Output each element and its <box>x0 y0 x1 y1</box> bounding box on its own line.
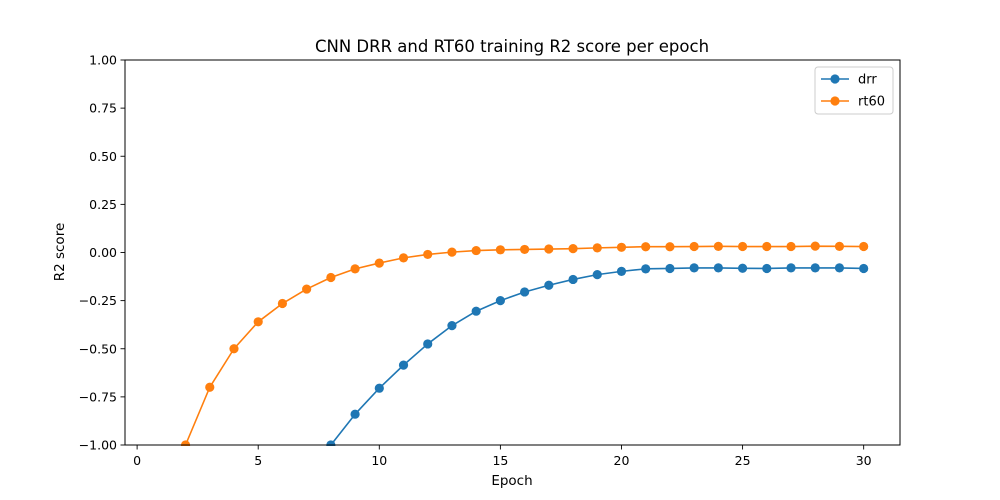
data-point-drr <box>665 263 675 274</box>
data-point-drr <box>544 280 554 290</box>
y-tick-label: 0.50 <box>89 149 117 164</box>
data-point-rt60 <box>834 241 845 251</box>
data-point-drr <box>495 296 505 306</box>
data-point-rt60 <box>398 253 409 263</box>
data-point-rt60 <box>277 298 288 309</box>
data-point-rt60 <box>447 247 457 257</box>
data-point-drr <box>616 266 627 276</box>
y-tick-label: 0.25 <box>89 197 117 212</box>
y-tick-label: −0.50 <box>79 341 117 356</box>
data-point-drr <box>374 383 384 393</box>
y-tick-label: −0.25 <box>79 293 117 308</box>
data-point-drr <box>398 360 409 370</box>
data-point-rt60 <box>568 244 578 254</box>
data-point-drr <box>834 263 845 273</box>
data-point-rt60 <box>253 317 263 327</box>
data-point-drr <box>810 263 820 273</box>
data-point-rt60 <box>374 258 384 268</box>
legend-marker-rt60 <box>830 96 840 106</box>
data-point-drr <box>423 339 433 349</box>
y-tick-label: 1.00 <box>89 53 117 68</box>
y-tick-label: 0.75 <box>89 101 117 116</box>
series-line-rt60 <box>184 245 864 446</box>
data-point-drr <box>859 263 869 274</box>
data-point-rt60 <box>810 241 820 251</box>
data-point-drr <box>641 264 651 274</box>
data-point-rt60 <box>205 382 215 392</box>
data-point-drr <box>447 321 457 331</box>
series-layer <box>180 241 869 446</box>
data-point-drr <box>471 306 481 316</box>
x-tick-label: 0 <box>133 453 141 468</box>
data-point-rt60 <box>544 244 554 254</box>
data-point-drr <box>520 287 530 297</box>
series-drr <box>326 263 869 446</box>
data-point-rt60 <box>350 264 360 274</box>
data-point-rt60 <box>713 241 723 251</box>
data-point-rt60 <box>689 241 699 252</box>
data-point-drr <box>592 270 602 280</box>
data-point-drr <box>762 263 772 274</box>
data-point-rt60 <box>471 245 481 256</box>
x-tick-label: 15 <box>492 453 508 468</box>
x-tick-label: 20 <box>614 453 630 468</box>
data-point-rt60 <box>229 344 239 354</box>
data-point-rt60 <box>786 241 796 252</box>
y-tick-label: −0.75 <box>79 389 117 404</box>
data-point-drr <box>713 263 723 273</box>
plot-frame <box>124 59 901 446</box>
data-point-drr <box>737 263 748 273</box>
data-point-rt60 <box>423 249 433 260</box>
legend-label-drr: drr <box>858 73 877 88</box>
x-tick-label: 5 <box>254 453 262 468</box>
data-point-rt60 <box>641 242 651 252</box>
series-rt60 <box>180 241 869 446</box>
data-point-rt60 <box>859 241 869 252</box>
data-point-rt60 <box>665 242 675 252</box>
y-tick-label: 0.00 <box>89 245 117 260</box>
x-tick-label: 25 <box>735 453 751 468</box>
data-point-drr <box>689 263 699 273</box>
x-tick-label: 30 <box>856 453 872 468</box>
axes-layer: 0 5 10 15 20 25 30 −1.00 −0.75 −0.50 −0.25 0.00 0.25… <box>79 53 901 468</box>
data-point-drr <box>350 409 360 419</box>
data-point-rt60 <box>592 243 602 253</box>
legend: drr rt60 <box>814 66 894 115</box>
data-point-rt60 <box>737 241 748 252</box>
data-point-rt60 <box>302 284 312 294</box>
data-point-drr <box>568 274 578 285</box>
legend-marker-drr <box>830 74 840 84</box>
chart-title: CNN DRR and RT60 training R2 score per e… <box>315 37 709 56</box>
y-axis-label: R2 score <box>52 223 68 282</box>
series-line-drr <box>329 267 864 446</box>
data-point-rt60 <box>762 241 772 252</box>
data-point-rt60 <box>616 242 627 252</box>
data-point-rt60 <box>495 245 505 255</box>
data-point-rt60 <box>520 244 530 255</box>
legend-label-rt60: rt60 <box>858 95 885 110</box>
data-point-drr <box>786 263 796 273</box>
x-axis-label: Epoch <box>491 473 532 489</box>
y-tick-label: −1.00 <box>79 438 117 453</box>
x-tick-label: 10 <box>371 453 387 468</box>
data-point-rt60 <box>326 272 336 283</box>
